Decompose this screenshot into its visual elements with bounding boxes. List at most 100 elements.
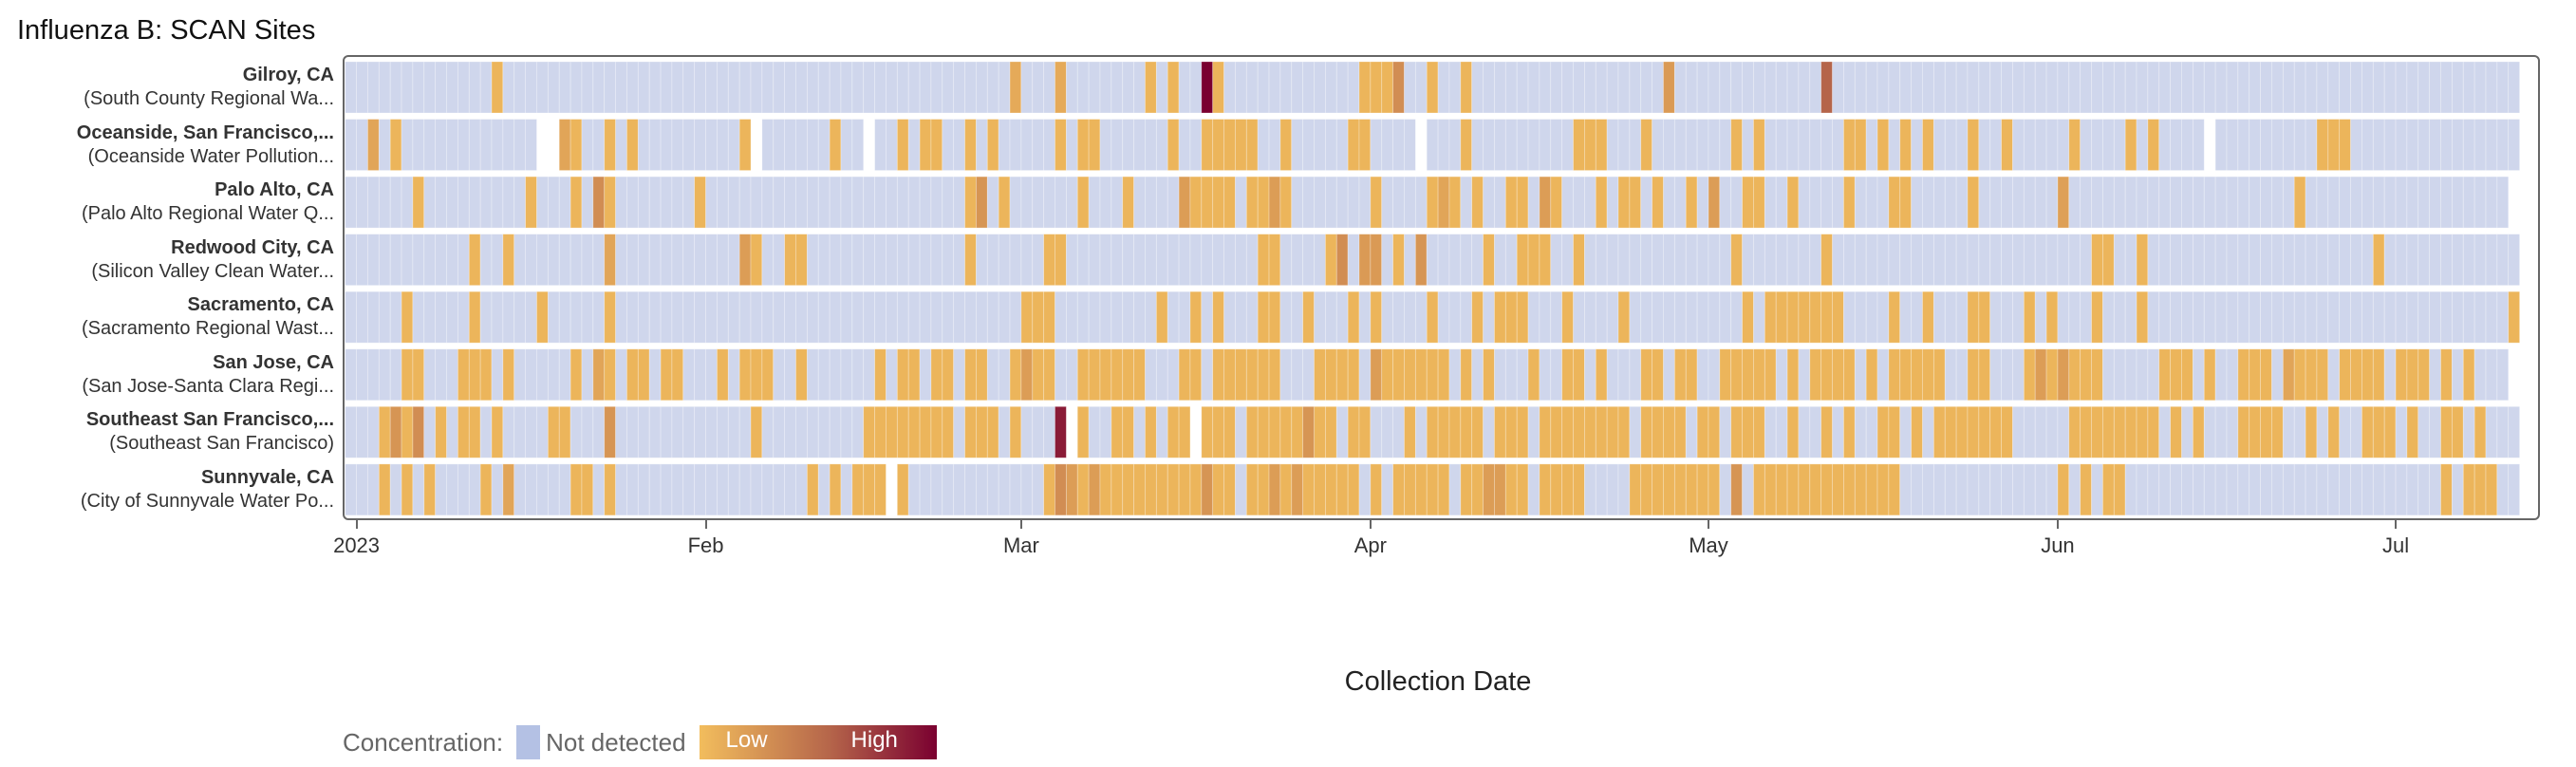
heatmap-cell-not-detected[interactable]	[2440, 234, 2453, 287]
heatmap-cell-not-detected[interactable]	[2282, 176, 2295, 229]
heatmap-cell-detected[interactable]	[1347, 405, 1360, 458]
heatmap-cell-not-detected[interactable]	[1798, 405, 1811, 458]
heatmap-cell-not-detected[interactable]	[1832, 234, 1844, 287]
heatmap-cell-detected[interactable]	[2091, 234, 2103, 287]
heatmap-cell-detected[interactable]	[1753, 119, 1765, 171]
heatmap-cell-not-detected[interactable]	[491, 234, 504, 287]
heatmap-cell-detected[interactable]	[1223, 348, 1236, 402]
heatmap-cell-detected[interactable]	[1201, 463, 1214, 516]
heatmap-cell-detected[interactable]	[1685, 176, 1698, 229]
heatmap-cell-detected[interactable]	[1122, 463, 1134, 516]
heatmap-cell-not-detected[interactable]	[750, 176, 763, 229]
heatmap-cell-not-detected[interactable]	[1573, 290, 1585, 344]
heatmap-cell-detected[interactable]	[976, 348, 988, 402]
heatmap-cell-not-detected[interactable]	[738, 61, 752, 114]
heatmap-cell-not-detected[interactable]	[2350, 119, 2362, 171]
heatmap-cell-not-detected[interactable]	[1527, 463, 1540, 516]
heatmap-cell-detected[interactable]	[1404, 348, 1416, 402]
heatmap-cell-not-detected[interactable]	[536, 176, 549, 229]
heatmap-cell-not-detected[interactable]	[1291, 119, 1304, 171]
heatmap-cell-detected[interactable]	[2406, 348, 2419, 402]
heatmap-cell-not-detected[interactable]	[2462, 61, 2475, 114]
heatmap-cell-not-detected[interactable]	[1494, 348, 1506, 402]
heatmap-cell-not-detected[interactable]	[2034, 463, 2047, 516]
heatmap-cell-not-detected[interactable]	[1685, 290, 1698, 344]
heatmap-cell-not-detected[interactable]	[1798, 176, 1811, 229]
heatmap-cell-not-detected[interactable]	[2496, 119, 2510, 171]
heatmap-cell-not-detected[interactable]	[1708, 290, 1721, 344]
heatmap-cell-detected[interactable]	[896, 348, 909, 402]
heatmap-cell-detected[interactable]	[2001, 405, 2013, 458]
heatmap-cell-detected[interactable]	[525, 176, 537, 229]
heatmap-cell-not-detected[interactable]	[660, 405, 673, 458]
heatmap-cell-not-detected[interactable]	[2451, 463, 2464, 516]
heatmap-cell-not-detected[interactable]	[2327, 348, 2341, 402]
heatmap-cell-not-detected[interactable]	[705, 405, 718, 458]
heatmap-cell-not-detected[interactable]	[784, 119, 796, 171]
heatmap-cell-not-detected[interactable]	[1775, 176, 1788, 229]
heatmap-cell-not-detected[interactable]	[1708, 61, 1721, 114]
heatmap-cell-not-detected[interactable]	[2327, 61, 2341, 114]
heatmap-cell-detected[interactable]	[2372, 234, 2385, 287]
heatmap-cell-not-detected[interactable]	[1753, 61, 1765, 114]
heatmap-cell-not-detected[interactable]	[2305, 234, 2318, 287]
heatmap-cell-detected[interactable]	[1460, 348, 1473, 402]
heatmap-cell-not-detected[interactable]	[717, 234, 729, 287]
heatmap-cell-not-detected[interactable]	[896, 234, 909, 287]
heatmap-cell-not-detected[interactable]	[2406, 61, 2419, 114]
heatmap-cell-not-detected[interactable]	[1742, 119, 1754, 171]
heatmap-cell-detected[interactable]	[1663, 61, 1675, 114]
heatmap-cell-not-detected[interactable]	[1076, 234, 1090, 287]
heatmap-cell-detected[interactable]	[389, 405, 402, 458]
heatmap-cell-detected[interactable]	[1122, 405, 1134, 458]
heatmap-cell-not-detected[interactable]	[1911, 176, 1923, 229]
heatmap-cell-detected[interactable]	[1640, 405, 1653, 458]
heatmap-cell-detected[interactable]	[1314, 405, 1326, 458]
heatmap-cell-detected[interactable]	[1370, 290, 1383, 344]
heatmap-cell-not-detected[interactable]	[682, 176, 696, 229]
heatmap-cell-not-detected[interactable]	[1235, 176, 1247, 229]
heatmap-cell-not-detected[interactable]	[1268, 61, 1281, 114]
heatmap-cell-detected[interactable]	[1573, 119, 1585, 171]
heatmap-cell-detected[interactable]	[1448, 405, 1462, 458]
heatmap-cell-detected[interactable]	[1617, 405, 1631, 458]
heatmap-cell-not-detected[interactable]	[1133, 61, 1146, 114]
heatmap-cell-not-detected[interactable]	[637, 290, 650, 344]
heatmap-cell-not-detected[interactable]	[1257, 119, 1270, 171]
heatmap-cell-not-detected[interactable]	[1032, 176, 1045, 229]
heatmap-cell-not-detected[interactable]	[1111, 61, 1124, 114]
heatmap-cell-not-detected[interactable]	[1911, 234, 1923, 287]
heatmap-cell-not-detected[interactable]	[446, 61, 458, 114]
heatmap-cell-not-detected[interactable]	[1111, 176, 1124, 229]
heatmap-cell-detected[interactable]	[1245, 119, 1259, 171]
heatmap-cell-not-detected[interactable]	[886, 348, 898, 402]
heatmap-cell-detected[interactable]	[626, 348, 639, 402]
heatmap-cell-not-detected[interactable]	[1561, 119, 1574, 171]
heatmap-cell-detected[interactable]	[1099, 463, 1112, 516]
heatmap-cell-not-detected[interactable]	[1955, 463, 1969, 516]
heatmap-cell-not-detected[interactable]	[2080, 234, 2092, 287]
heatmap-cell-detected[interactable]	[536, 290, 549, 344]
heatmap-cell-not-detected[interactable]	[930, 61, 943, 114]
heatmap-cell-detected[interactable]	[1832, 348, 1844, 402]
heatmap-cell-not-detected[interactable]	[2417, 176, 2431, 229]
heatmap-cell-not-detected[interactable]	[863, 176, 875, 229]
heatmap-cell-not-detected[interactable]	[457, 119, 470, 171]
heatmap-cell-detected[interactable]	[2249, 405, 2261, 458]
heatmap-cell-not-detected[interactable]	[851, 176, 865, 229]
heatmap-cell-detected[interactable]	[1730, 234, 1743, 287]
heatmap-cell-not-detected[interactable]	[953, 176, 965, 229]
heatmap-cell-detected[interactable]	[1719, 348, 1732, 402]
heatmap-cell-not-detected[interactable]	[1527, 290, 1540, 344]
heatmap-cell-not-detected[interactable]	[942, 290, 955, 344]
heatmap-cell-not-detected[interactable]	[1133, 234, 1146, 287]
heatmap-cell-not-detected[interactable]	[1708, 348, 1721, 402]
heatmap-cell-detected[interactable]	[1922, 119, 1934, 171]
heatmap-cell-not-detected[interactable]	[851, 290, 865, 344]
heatmap-cell-not-detected[interactable]	[817, 234, 831, 287]
heatmap-cell-not-detected[interactable]	[2057, 405, 2070, 458]
heatmap-cell-not-detected[interactable]	[682, 234, 696, 287]
heatmap-cell-not-detected[interactable]	[1764, 119, 1777, 171]
heatmap-cell-not-detected[interactable]	[886, 234, 898, 287]
heatmap-cell-not-detected[interactable]	[1437, 234, 1450, 287]
